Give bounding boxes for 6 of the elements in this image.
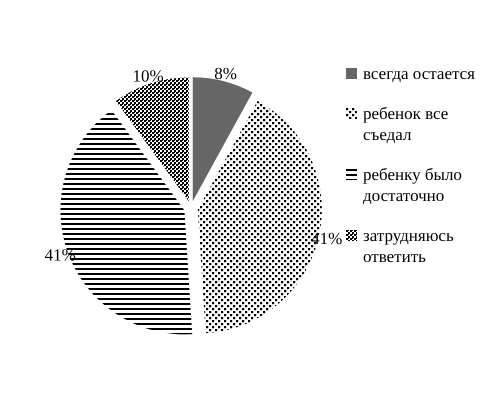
data-label: 10% <box>132 66 164 86</box>
legend-label: затрудняюсь ответить <box>363 225 455 267</box>
legend-label: ребенку было достаточно <box>363 164 463 206</box>
data-label: 8% <box>214 64 237 83</box>
legend-label: всегда остается <box>363 63 475 84</box>
legend-label: ребенок все съедал <box>363 103 450 145</box>
